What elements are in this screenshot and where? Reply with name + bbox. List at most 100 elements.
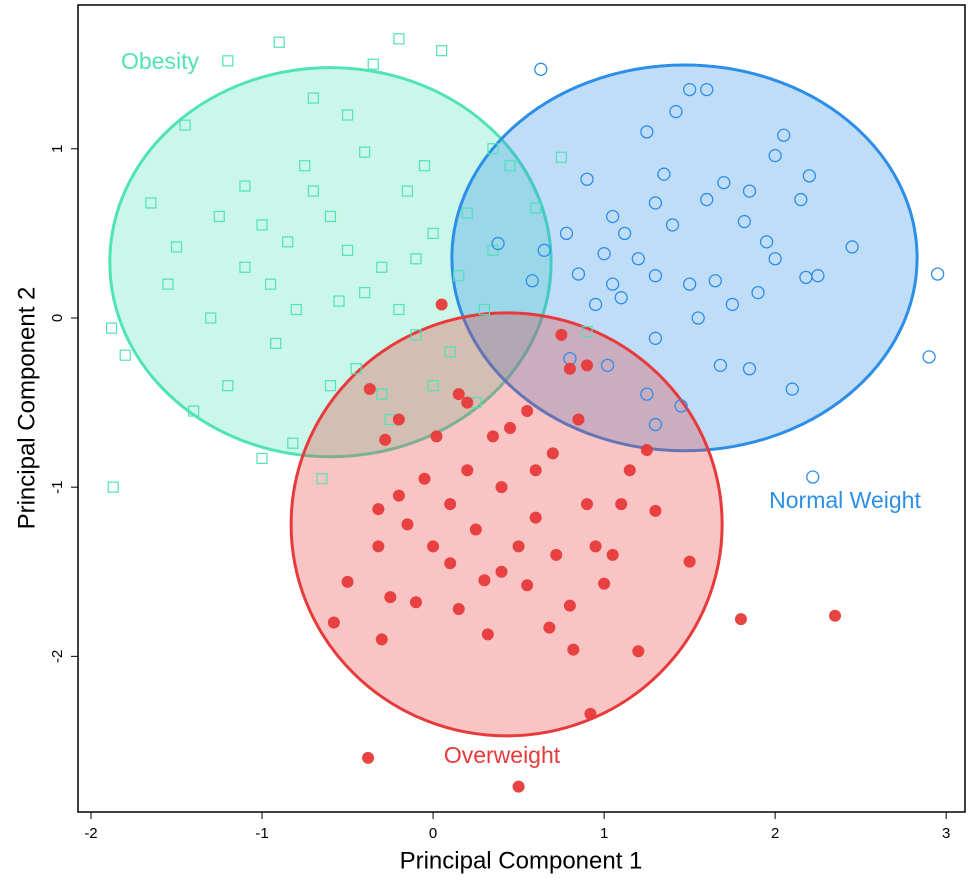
series-label: Obesity [121,48,199,74]
point [581,325,593,338]
point [256,219,268,231]
point [205,312,217,324]
point [409,596,422,609]
point [751,285,765,300]
x-tick-label: -2 [84,825,97,842]
point [486,430,499,443]
point [512,540,525,553]
point [359,287,371,299]
point [640,443,653,456]
point [589,540,602,553]
point [543,621,556,634]
point [436,45,448,57]
point [333,295,345,307]
point [379,433,392,446]
point [759,235,774,249]
point [665,218,680,232]
point [504,421,517,434]
point [392,489,405,502]
point [359,146,371,158]
point [700,192,714,207]
point [529,511,542,524]
point [384,591,397,604]
point [478,574,491,587]
point [107,481,119,493]
point [401,518,414,531]
point [683,555,696,568]
point [145,197,157,209]
point [648,196,663,210]
point [273,36,285,48]
plot-frame [77,4,966,813]
point [453,270,465,282]
point [392,413,405,426]
y-tick-label: -1 [49,480,66,493]
x-axis-label: Principal Component 1 [400,847,643,874]
series-label: Normal Weight [769,487,921,513]
point [372,540,385,553]
point [461,396,474,409]
point [444,346,456,358]
point [571,267,586,281]
point [794,192,808,207]
point [631,252,645,266]
point [410,253,422,265]
point [222,380,234,392]
point [504,160,516,172]
point [367,58,379,70]
point [632,645,645,658]
point [555,328,568,341]
point [264,278,277,290]
point [162,278,174,290]
point [430,430,443,443]
y-axis-label: Principal Component 2 [13,287,40,530]
point [598,577,611,590]
x-tick-label: 0 [429,825,437,842]
point [324,210,337,223]
point [700,82,714,97]
point [567,643,580,656]
point [534,62,548,76]
x-tick-label: -1 [255,825,268,842]
point [657,167,671,181]
point [418,472,431,485]
point [588,297,603,312]
point [811,269,825,283]
point [717,175,731,190]
point [563,599,576,612]
point [559,226,574,241]
point [341,575,354,588]
point [768,252,782,266]
point [376,388,388,400]
point [376,261,388,273]
point [521,579,534,592]
y-tick-label: 0 [49,314,66,322]
point [648,331,663,345]
x-tick-label: 2 [771,825,779,842]
point [341,244,354,256]
point [572,413,585,426]
point [512,780,525,793]
point [530,202,542,214]
point [341,109,354,121]
point [287,437,299,449]
point [170,241,183,253]
point [614,291,628,305]
x-tick-label: 3 [942,825,950,842]
point [829,609,842,622]
point [737,214,752,229]
point [444,498,457,511]
point [239,261,251,273]
point [299,160,311,172]
point [418,160,431,172]
point [362,751,375,764]
point [307,185,319,197]
cluster-ellipse [450,63,919,453]
point [682,277,697,291]
point [239,180,251,192]
point [222,55,234,67]
point [806,470,820,484]
point [713,358,728,373]
point [435,298,448,311]
